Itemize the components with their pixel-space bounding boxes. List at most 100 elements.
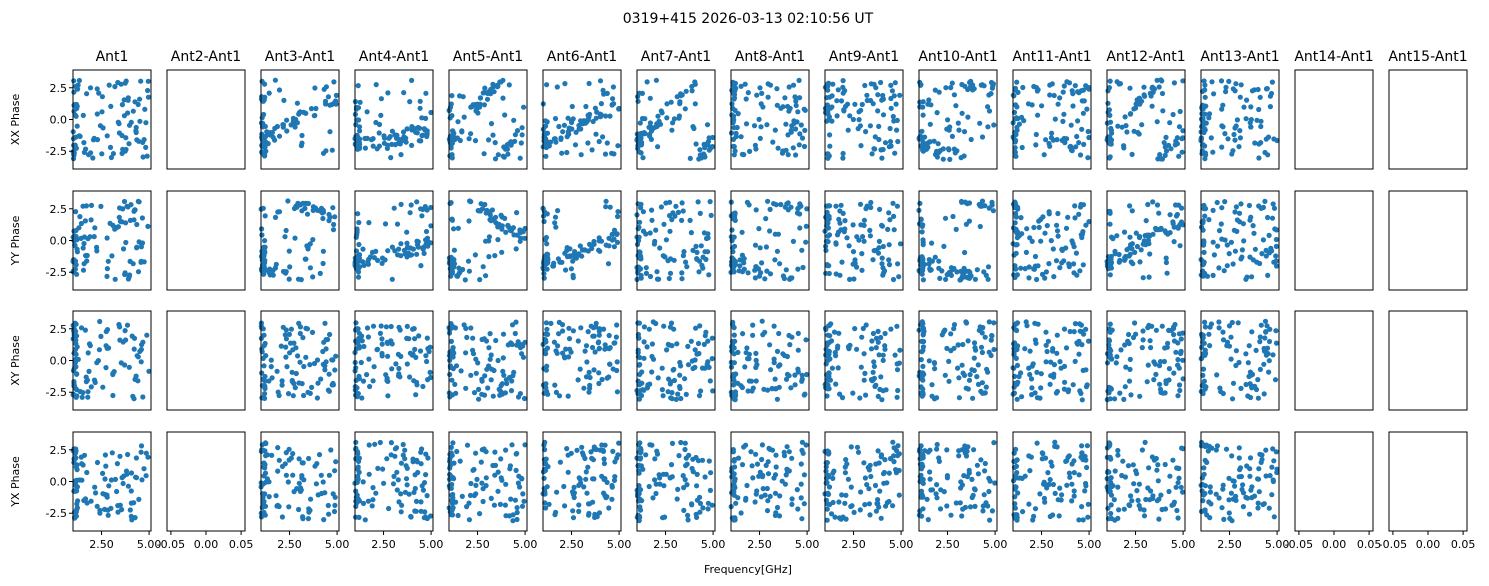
data-point — [414, 457, 420, 463]
data-point — [782, 95, 788, 101]
data-point — [825, 87, 831, 93]
data-point — [825, 490, 831, 496]
data-point — [1032, 253, 1039, 260]
data-point — [119, 132, 125, 139]
data-point — [945, 117, 951, 123]
data-point — [1081, 98, 1087, 104]
data-point — [77, 133, 83, 139]
data-point — [1114, 354, 1120, 360]
data-point — [102, 452, 108, 458]
data-point — [669, 390, 675, 396]
data-point — [862, 82, 868, 89]
data-point — [484, 366, 490, 372]
data-point — [1200, 273, 1206, 279]
data-point — [962, 83, 968, 89]
data-point — [260, 355, 266, 361]
data-point — [586, 80, 592, 87]
data-point — [774, 348, 781, 354]
data-point — [1167, 212, 1173, 218]
data-point — [128, 488, 134, 494]
data-point — [827, 94, 833, 100]
data-point — [379, 336, 385, 342]
data-point — [789, 275, 795, 281]
data-point — [1125, 463, 1132, 469]
data-point — [962, 199, 968, 205]
data-point — [261, 473, 267, 479]
data-point — [919, 128, 925, 134]
data-point — [362, 517, 368, 523]
data-point — [827, 333, 833, 339]
data-point — [788, 204, 794, 210]
data-point — [1210, 207, 1216, 213]
data-point — [112, 84, 118, 90]
data-point — [919, 322, 925, 329]
data-point — [454, 273, 460, 279]
data-point — [74, 85, 80, 91]
data-point — [541, 218, 547, 225]
data-point — [943, 276, 949, 282]
data-point — [1171, 325, 1177, 331]
data-point — [697, 323, 703, 329]
data-point — [1122, 384, 1128, 390]
data-point — [562, 355, 568, 361]
data-point — [1257, 260, 1263, 267]
data-point — [323, 337, 329, 343]
data-point — [1163, 134, 1169, 140]
data-point — [138, 259, 144, 265]
data-point — [599, 376, 605, 383]
data-point — [127, 507, 133, 513]
data-point — [657, 481, 663, 487]
data-point — [1232, 125, 1238, 131]
data-point — [1047, 82, 1053, 88]
data-point — [385, 90, 391, 96]
data-point — [895, 138, 901, 145]
data-point — [693, 243, 699, 249]
data-point — [353, 494, 359, 500]
data-point — [735, 455, 742, 461]
data-point — [1229, 518, 1235, 524]
data-point — [585, 464, 591, 470]
data-point — [667, 228, 673, 234]
data-point — [541, 271, 547, 277]
data-point — [379, 255, 386, 261]
data-point — [1127, 203, 1133, 209]
data-point — [823, 352, 829, 358]
data-point — [1263, 447, 1269, 453]
data-point — [1176, 124, 1183, 130]
data-point — [1014, 235, 1021, 241]
data-point — [73, 337, 79, 343]
data-point — [961, 265, 967, 271]
x-tick-label: 5.00 — [137, 538, 162, 551]
data-point — [1180, 376, 1186, 382]
data-point — [649, 341, 656, 347]
data-point — [488, 377, 494, 383]
data-point — [461, 114, 467, 120]
data-point — [521, 395, 528, 402]
data-point — [772, 490, 779, 496]
data-point — [799, 247, 805, 253]
data-point — [318, 472, 324, 478]
data-point — [799, 378, 805, 384]
data-point — [455, 225, 461, 231]
data-point — [773, 510, 779, 516]
data-point — [1034, 276, 1040, 283]
data-point — [1211, 252, 1217, 258]
data-point — [105, 512, 111, 518]
data-point — [596, 370, 602, 376]
data-point — [450, 505, 456, 511]
data-point — [138, 359, 144, 365]
data-point — [122, 271, 128, 278]
data-point — [1105, 468, 1111, 475]
data-point — [1042, 275, 1048, 281]
data-point — [519, 503, 526, 509]
data-point — [365, 334, 371, 340]
data-point — [779, 478, 785, 484]
data-point — [670, 120, 676, 126]
data-point — [1012, 149, 1018, 155]
panel-frame — [354, 431, 434, 532]
data-point — [986, 319, 992, 325]
data-point — [297, 330, 303, 337]
data-point — [790, 238, 797, 244]
panel-r2-c4 — [352, 190, 434, 291]
data-point — [1034, 369, 1040, 375]
